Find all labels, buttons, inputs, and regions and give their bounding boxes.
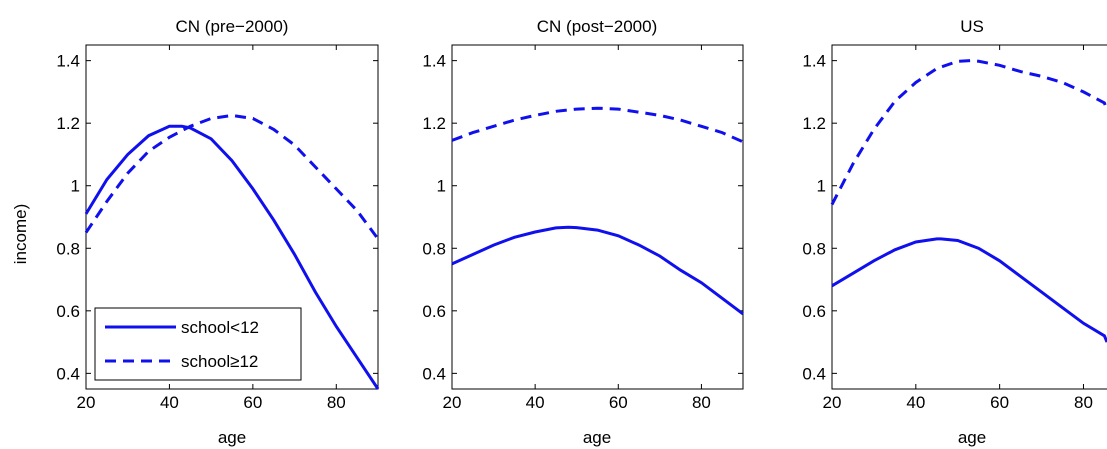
y-tick-label: 0.6 [802, 302, 826, 321]
y-tick-label: 1.4 [56, 52, 80, 71]
grid-and-ticks: 20 40 60 80 0.4 0.6 0.8 1 1.2 1.4 [802, 45, 1093, 412]
legend-label-school-ge-12: school≥12 [181, 352, 258, 371]
legend-label-school-lt-12: school<12 [181, 318, 259, 337]
grid-and-ticks: 20 40 60 80 0.4 0.6 0.8 1 1.2 1.4 [422, 45, 743, 412]
x-tick-label: 20 [77, 393, 96, 412]
y-tick-label: 1.4 [802, 52, 826, 71]
x-axis-label: age [218, 428, 246, 447]
y-tick-label: 1 [817, 177, 826, 196]
series-line [831, 237, 1107, 343]
y-axis-label: income) [11, 204, 30, 264]
x-tick-label: 20 [443, 393, 462, 412]
series-layer [830, 59, 1107, 343]
x-tick-label: 40 [526, 393, 545, 412]
x-tick-label: 60 [990, 393, 1009, 412]
x-tick-label: 80 [692, 393, 711, 412]
x-tick-label: 40 [160, 393, 179, 412]
x-tick-label: 60 [243, 393, 262, 412]
y-tick-label: 1 [71, 177, 80, 196]
x-tick-label: 20 [823, 393, 842, 412]
series-line [830, 59, 1107, 206]
series-line [84, 124, 380, 390]
y-tick-label: 0.6 [56, 302, 80, 321]
x-axis-label: age [958, 428, 986, 447]
y-tick-label: 0.4 [422, 364, 446, 383]
panel-title: CN (pre−2000) [176, 17, 289, 36]
x-tick-label: 40 [906, 393, 925, 412]
y-tick-label: 0.4 [56, 364, 80, 383]
y-tick-label: 1.2 [802, 114, 826, 133]
series-layer [84, 113, 380, 390]
x-axis-label: age [583, 428, 611, 447]
y-tick-label: 0.8 [56, 239, 80, 258]
y-tick-label: 0.8 [802, 239, 826, 258]
y-tick-label: 1.4 [422, 52, 446, 71]
x-tick-label: 60 [609, 393, 628, 412]
legend: school<12 school≥12 [94, 307, 302, 381]
series-line [451, 106, 744, 144]
legend-box [94, 307, 302, 381]
series-line [451, 225, 744, 316]
y-tick-label: 1 [437, 177, 446, 196]
series-layer [451, 106, 744, 316]
series-line [84, 113, 380, 240]
panel-title: CN (post−2000) [537, 17, 657, 36]
panel-cn-pre-2000: CN (pre−2000) 20 40 60 80 0.4 0.6 0.8 1 1.2 1.4 a… [56, 17, 380, 447]
plot-frame [451, 44, 744, 390]
y-tick-label: 1.2 [56, 114, 80, 133]
plot-frame [85, 44, 379, 390]
y-tick-label: 0.4 [802, 364, 826, 383]
panel-title: US [960, 17, 984, 36]
x-tick-label: 80 [327, 393, 346, 412]
panel-cn-post-2000: CN (post−2000) 20 40 60 800.40.60.811.21.4 … [422, 17, 744, 447]
grid-and-ticks: 20 40 60 80 0.4 0.6 0.8 1 1.2 1.4 [56, 45, 378, 412]
y-tick-label: 0.6 [422, 302, 446, 321]
plot-frame [831, 44, 1107, 390]
y-tick-label: 1.2 [422, 114, 446, 133]
panel-us: US 20 40 60 80 0.4 0.6 0.8 1 1.2 1.4 age [802, 17, 1107, 447]
y-tick-label: 0.8 [422, 239, 446, 258]
x-tick-label: 80 [1074, 393, 1093, 412]
